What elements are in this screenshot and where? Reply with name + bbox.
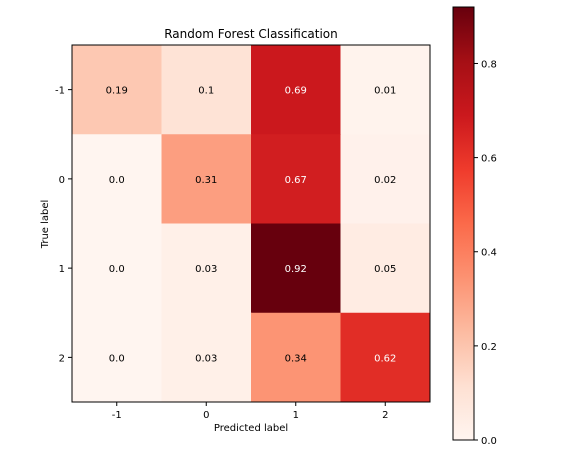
cell-value-label: 0.01 [374, 86, 396, 97]
cell-value-label: 0.69 [285, 86, 307, 97]
heatmap-cell [161, 312, 252, 403]
x-axis-ticks: -1 0 1 2 [112, 402, 388, 421]
colorbar-tick-label: 0.4 [481, 248, 497, 259]
colorbar: 0.0 0.2 0.4 0.6 0.8 [452, 6, 497, 447]
cell-value-label: 0.02 [374, 175, 396, 186]
heatmap-cell [161, 134, 252, 224]
y-axis-label: True label [40, 200, 51, 250]
x-tick-label: 0 [203, 410, 209, 421]
cell-value-label: 0.0 [109, 264, 125, 275]
colorbar-tick-label: 0.8 [481, 59, 497, 70]
heatmap-cell [340, 223, 431, 314]
chart-title: Random Forest Classification [164, 27, 338, 41]
heatmap-cell [251, 312, 341, 403]
cell-value-label: 0.05 [374, 264, 396, 275]
y-tick-label: -1 [55, 86, 65, 97]
cell-value-label: 0.1 [198, 86, 214, 97]
heatmap-cell [161, 223, 252, 314]
cell-value-label: 0.92 [285, 264, 307, 275]
cell-value-label: 0.67 [285, 175, 307, 186]
heatmap-cell [251, 45, 341, 135]
cell-value-label: 0.0 [109, 353, 125, 364]
cell-value-label: 0.03 [195, 264, 217, 275]
cell-value-label: 0.19 [106, 86, 128, 97]
colorbar-tick-label: 0.2 [481, 342, 497, 353]
heatmap-cell [340, 134, 431, 224]
heatmap-cell [340, 45, 431, 135]
cell-value-label: 0.34 [285, 353, 307, 364]
heatmap-cell [161, 45, 252, 135]
y-tick-label: 1 [59, 264, 65, 275]
heatmap-cell [72, 223, 162, 314]
plot-frame [71, 44, 431, 403]
cell-value-label: 0.62 [374, 353, 396, 364]
colorbar-gradient [452, 6, 475, 441]
heatmap-cell [72, 134, 162, 224]
colorbar-ticks: 0.0 0.2 0.4 0.6 0.8 [474, 59, 497, 447]
heatmap-cell-labels: 0.19 0.1 0.69 0.01 0.0 0.31 0.67 0.02 0.0 0.03 0.9… [106, 86, 397, 365]
heatmap-cell [251, 223, 341, 314]
y-tick-label: 0 [59, 175, 65, 186]
heatmap-cell [340, 312, 431, 403]
heatmap-cells [72, 45, 431, 403]
y-tick-label: 2 [59, 353, 65, 364]
cell-value-label: 0.0 [109, 175, 125, 186]
colorbar-tick-label: 0.6 [481, 154, 497, 165]
x-axis-label: Predicted label [214, 423, 288, 434]
colorbar-tick-label: 0.0 [481, 436, 497, 447]
cell-value-label: 0.31 [195, 175, 217, 186]
cell-value-label: 0.03 [195, 353, 217, 364]
y-axis-ticks: -1 0 1 2 [55, 86, 72, 364]
x-tick-label: -1 [112, 410, 122, 421]
heatmap-cell [251, 134, 341, 224]
heatmap-cell [72, 45, 162, 135]
heatmap-cell [72, 312, 162, 403]
x-tick-label: 1 [293, 410, 299, 421]
x-tick-label: 2 [382, 410, 388, 421]
